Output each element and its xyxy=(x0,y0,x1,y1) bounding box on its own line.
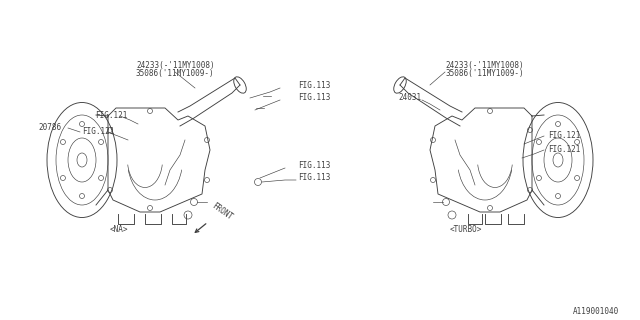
Text: 35086('11MY1009-): 35086('11MY1009-) xyxy=(136,69,214,78)
Text: FRONT: FRONT xyxy=(210,201,234,222)
Text: 20786: 20786 xyxy=(38,123,61,132)
Text: FIG.113: FIG.113 xyxy=(298,173,330,182)
Text: FIG.121: FIG.121 xyxy=(548,131,580,140)
Text: <NA>: <NA> xyxy=(110,225,129,234)
Text: <TURBO>: <TURBO> xyxy=(450,225,483,234)
Text: 24031: 24031 xyxy=(398,93,421,102)
Text: FIG.113: FIG.113 xyxy=(298,161,330,170)
Text: 24233(-'11MY1008): 24233(-'11MY1008) xyxy=(445,61,524,70)
Text: FIG.113: FIG.113 xyxy=(298,93,330,102)
Text: FIG.121: FIG.121 xyxy=(95,111,127,120)
Text: A119001040: A119001040 xyxy=(573,307,620,316)
Text: FIG.121: FIG.121 xyxy=(548,145,580,154)
Text: 35086('11MY1009-): 35086('11MY1009-) xyxy=(445,69,524,78)
Text: 24233(-'11MY1008): 24233(-'11MY1008) xyxy=(136,61,214,70)
Text: FIG.121: FIG.121 xyxy=(82,127,115,136)
Text: FIG.113: FIG.113 xyxy=(298,81,330,90)
